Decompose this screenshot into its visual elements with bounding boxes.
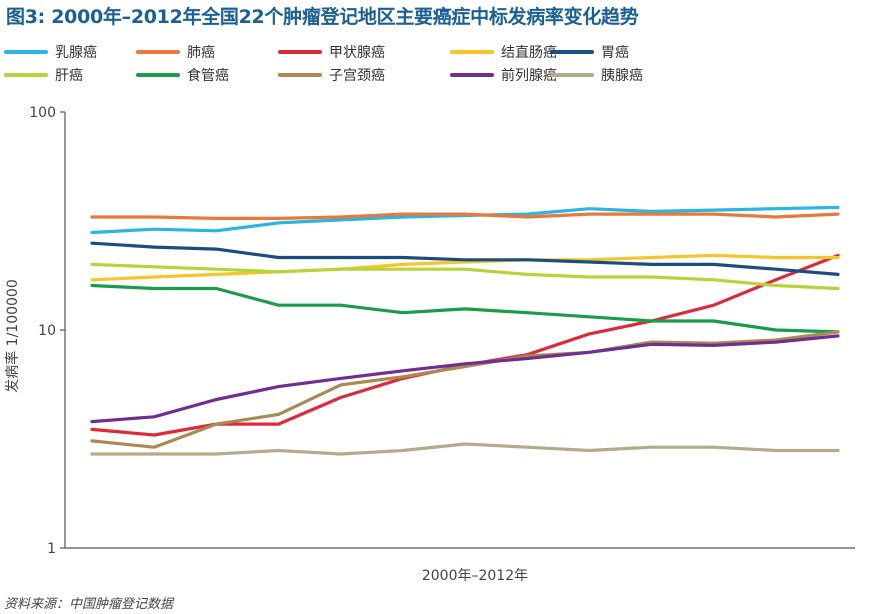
legend-item: 前列腺癌 [450,65,557,85]
y-tick-label: 100 [29,105,56,121]
legend-label: 肺癌 [187,45,215,61]
series-line [90,212,840,220]
legend-label: 结直肠癌 [501,45,557,61]
y-tick-label: 1 [47,541,56,557]
legend-item: 子宫颈癌 [278,65,385,85]
legend-item: 肺癌 [136,42,215,62]
legend-label: 前列腺癌 [501,68,557,84]
legend-item: 胃癌 [550,42,629,62]
legend-swatch [550,50,594,54]
legend-label: 肝癌 [55,68,83,84]
series-line [90,205,840,235]
legend-swatch [278,73,322,77]
legend-swatch [278,50,322,54]
legend-label: 胃癌 [601,45,629,61]
y-tick-label: 10 [38,323,56,339]
legend-swatch [450,50,494,54]
legend-label: 胰腺癌 [601,68,643,84]
x-axis-label: 2000年–2012年 [422,568,528,584]
legend-swatch [4,73,48,77]
series-line [90,241,840,276]
legend-item: 甲状腺癌 [278,42,385,62]
legend-item: 食管癌 [136,65,229,85]
legend: 乳腺癌 肺癌 甲状腺癌 结直肠癌 胃癌肝癌 食管癌 子宫颈癌 前列腺癌 胰腺癌 [4,40,874,88]
legend-item: 胰腺癌 [550,65,643,85]
source-note: 资料来源：中国肿瘤登记数据 [4,597,174,612]
legend-item: 结直肠癌 [450,42,557,62]
legend-label: 甲状腺癌 [329,45,385,61]
legend-item: 乳腺癌 [4,42,97,62]
legend-label: 食管癌 [187,68,229,84]
y-axis-label: 发病率 1/100000 [4,279,21,393]
series-line [90,283,840,334]
legend-swatch [550,73,594,77]
legend-swatch [136,73,180,77]
series-line [90,442,840,456]
legend-label: 子宫颈癌 [329,68,385,84]
legend-swatch [136,50,180,54]
legend-item: 肝癌 [4,65,83,85]
series-line [90,262,840,291]
series-line [90,330,840,449]
legend-swatch [450,73,494,77]
chart-title: 图3: 2000年–2012年全国22个肿瘤登记地区主要癌症中标发病率变化趋势 [6,6,639,28]
series-line [90,334,840,424]
series-line [90,253,840,282]
legend-swatch [4,50,48,54]
legend-label: 乳腺癌 [55,45,97,61]
